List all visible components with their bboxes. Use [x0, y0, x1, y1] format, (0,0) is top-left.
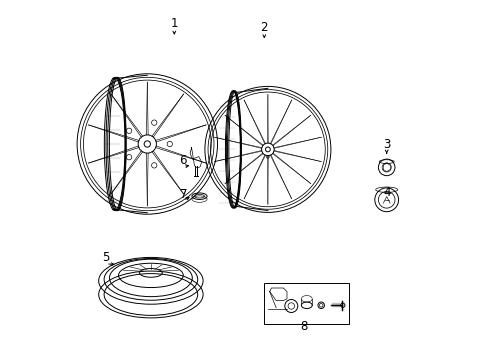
Text: 1: 1: [170, 17, 178, 30]
Text: 3: 3: [382, 138, 389, 150]
Text: 5: 5: [102, 251, 109, 264]
Text: 4: 4: [382, 186, 389, 199]
Text: 2: 2: [260, 21, 267, 33]
Text: 6: 6: [179, 154, 187, 167]
Bar: [264, 283, 348, 324]
Text: 7: 7: [179, 188, 187, 201]
Text: 8: 8: [300, 320, 307, 333]
